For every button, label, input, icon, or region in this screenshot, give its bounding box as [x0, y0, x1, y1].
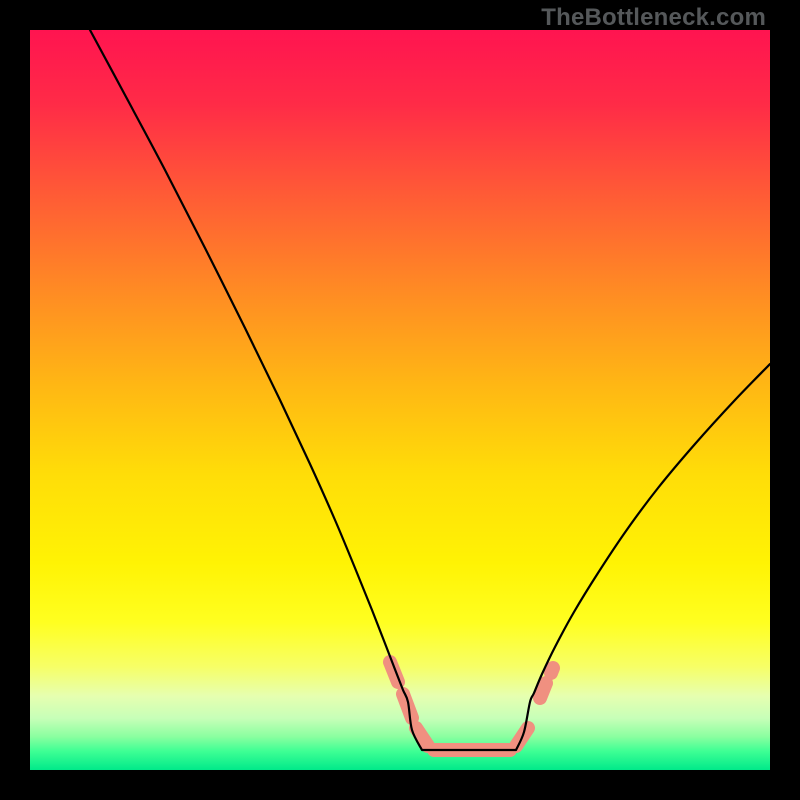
bottleneck-v-curve	[90, 30, 770, 750]
salmon-segment	[540, 683, 546, 698]
curves-layer	[30, 30, 770, 770]
plot-area	[30, 30, 770, 770]
salmon-segment	[551, 668, 553, 673]
chart-frame: TheBottleneck.com	[0, 0, 800, 800]
watermark-text: TheBottleneck.com	[541, 4, 766, 32]
